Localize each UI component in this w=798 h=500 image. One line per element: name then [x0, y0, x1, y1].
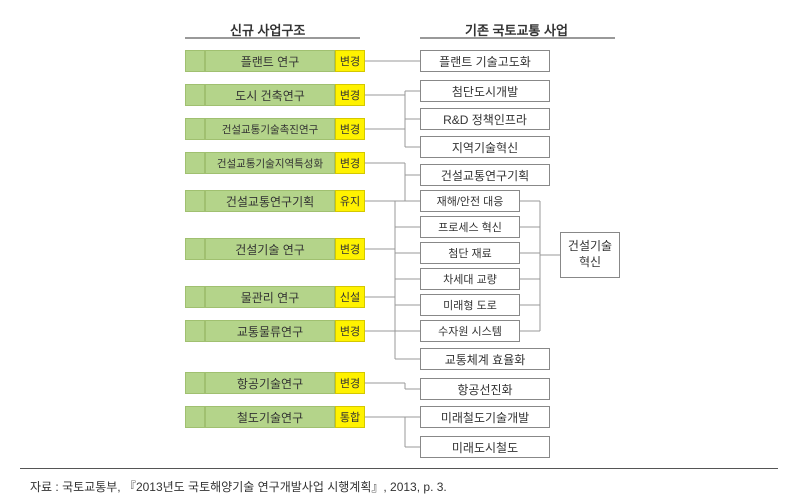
group-label-line: 혁신 [579, 255, 601, 271]
left-column-header: 신규 사업구조 [230, 20, 305, 39]
new-row-bar [185, 406, 205, 428]
new-row-bar [185, 238, 205, 260]
new-program-box: 철도기술연구 [205, 406, 335, 428]
change-tag: 신설 [335, 286, 365, 308]
existing-program-box: R&D 정책인프라 [420, 108, 550, 130]
existing-program-box: 수자원 시스템 [420, 320, 520, 342]
new-row-bar [185, 320, 205, 342]
group-label-line: 건설기술 [568, 239, 612, 255]
change-tag: 변경 [335, 320, 365, 342]
new-program-box: 물관리 연구 [205, 286, 335, 308]
connector-lines [0, 0, 798, 500]
change-tag: 변경 [335, 84, 365, 106]
change-tag: 변경 [335, 152, 365, 174]
right-column-header: 기존 국토교통 사업 [465, 20, 568, 39]
existing-program-box: 프로세스 혁신 [420, 216, 520, 238]
new-row-bar [185, 286, 205, 308]
new-row-bar [185, 152, 205, 174]
new-row-bar [185, 190, 205, 212]
new-program-box: 건설교통기술촉진연구 [205, 118, 335, 140]
change-tag: 변경 [335, 238, 365, 260]
existing-program-box: 첨단 재료 [420, 242, 520, 264]
existing-program-box: 미래철도기술개발 [420, 406, 550, 428]
existing-program-box: 미래도시철도 [420, 436, 550, 458]
existing-program-box: 미래형 도로 [420, 294, 520, 316]
new-program-box: 건설교통연구기획 [205, 190, 335, 212]
new-program-box: 교통물류연구 [205, 320, 335, 342]
existing-program-box: 차세대 교량 [420, 268, 520, 290]
existing-program-box: 건설교통연구기획 [420, 164, 550, 186]
existing-program-box: 지역기술혁신 [420, 136, 550, 158]
new-row-bar [185, 84, 205, 106]
change-tag: 변경 [335, 118, 365, 140]
existing-program-box: 교통체계 효율화 [420, 348, 550, 370]
new-row-bar [185, 372, 205, 394]
new-program-box: 건설교통기술지역특성화 [205, 152, 335, 174]
diagram-container: 신규 사업구조 기존 국토교통 사업 플랜트 연구변경도시 건축연구변경건설교통… [0, 0, 798, 500]
bottom-divider [20, 468, 778, 469]
existing-program-box: 재해/안전 대응 [420, 190, 520, 212]
new-row-bar [185, 118, 205, 140]
change-tag: 변경 [335, 50, 365, 72]
new-program-box: 건설기술 연구 [205, 238, 335, 260]
change-tag: 변경 [335, 372, 365, 394]
change-tag: 통합 [335, 406, 365, 428]
existing-program-box: 항공선진화 [420, 378, 550, 400]
change-tag: 유지 [335, 190, 365, 212]
new-program-box: 도시 건축연구 [205, 84, 335, 106]
source-caption: 자료 : 국토교통부, 『2013년도 국토해양기술 연구개발사업 시행계획』,… [30, 478, 447, 495]
group-box-construction-tech: 건설기술혁신 [560, 232, 620, 278]
new-program-box: 항공기술연구 [205, 372, 335, 394]
existing-program-box: 첨단도시개발 [420, 80, 550, 102]
new-row-bar [185, 50, 205, 72]
new-program-box: 플랜트 연구 [205, 50, 335, 72]
existing-program-box: 플랜트 기술고도화 [420, 50, 550, 72]
